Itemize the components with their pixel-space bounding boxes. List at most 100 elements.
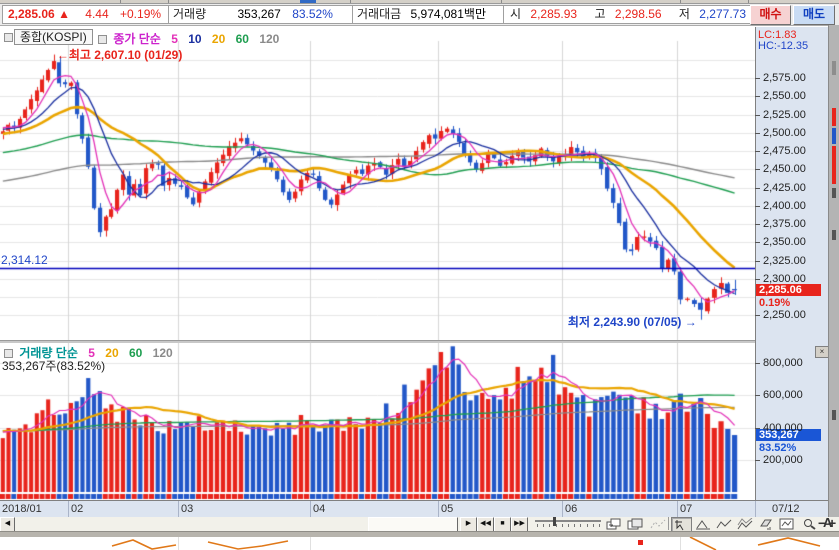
ma10-label: 10 — [188, 32, 202, 46]
high-value: 2,298.56 — [614, 7, 662, 21]
ma120-label: 120 — [259, 32, 280, 46]
cascade-window-icon[interactable] — [604, 517, 623, 531]
fragment-red — [832, 108, 836, 126]
volume-field: 거래량 353,267 83.52% — [168, 5, 356, 24]
highest-annotation: ←최고 2,607.10 (01/29) — [56, 48, 183, 62]
fragment-red — [832, 146, 836, 184]
zoom-in-button[interactable]: + — [828, 515, 837, 531]
last-volume-badge: 353,267 — [756, 429, 821, 442]
trade-value: 5,974,081백만 — [410, 7, 486, 21]
volume-sub-label: 353,267주(83.52%) — [2, 359, 106, 373]
low-label: 저 — [678, 7, 690, 21]
partial-lower-pane — [0, 537, 839, 550]
partial-orange-line-chart — [111, 537, 821, 550]
multi-line-tool-icon[interactable] — [735, 517, 754, 531]
vma60-label: 60 — [128, 346, 143, 360]
buy-button[interactable]: 매수 — [750, 5, 791, 25]
pattern-tool-disabled-icon[interactable] — [648, 517, 667, 531]
window-divider-strip — [0, 531, 839, 538]
legend-marker-icon — [4, 349, 13, 359]
rewind-button[interactable]: ◀◀ — [477, 517, 494, 532]
volume-legend-name: 거래량 단순 — [19, 346, 78, 360]
open-value: 2,285.93 — [530, 7, 578, 21]
chart-toolbar: ◀ ▶ ◀◀ ■ ▶▶ − + — [0, 515, 839, 533]
ma5-label: 5 — [171, 32, 178, 46]
zoom-out-button[interactable]: − — [818, 515, 827, 531]
date-axis-label: 04 — [313, 503, 326, 515]
open-high-low-field: 시 2,285.93 고 2,298.56 저 2,277.73 — [503, 5, 754, 24]
hc-value: HC:-12.35 — [758, 40, 809, 52]
volume-ma-legend: 거래량 단순 5 20 60 120 — [4, 344, 173, 361]
price-change: 4.44 — [85, 7, 109, 21]
price-axis-column — [755, 27, 829, 500]
date-axis-label: 07 — [680, 503, 693, 515]
overlay-window-icon[interactable] — [625, 517, 644, 531]
price-axis-label: 2,300.00 — [763, 272, 806, 285]
last-price-badge: 2,285.06 — [756, 283, 821, 296]
low-value: 2,277.73 — [699, 7, 747, 21]
sell-button[interactable]: 매도 — [793, 5, 835, 25]
price-axis-label: 2,250.00 — [763, 309, 806, 322]
zoom-tool-icon[interactable] — [800, 517, 819, 531]
price-axis-label: 2,325.00 — [763, 254, 806, 267]
trendline-tool-icon[interactable] — [693, 517, 712, 531]
legend-marker-icon — [98, 35, 107, 45]
volume-value: 353,267 — [237, 7, 281, 21]
tab-marker-icon — [4, 33, 13, 43]
vma120-label: 120 — [152, 346, 173, 360]
play-button[interactable]: ▶ — [460, 517, 477, 532]
price-axis-label: 2,450.00 — [763, 163, 806, 176]
date-axis: 2018/01 02 03 04 05 06 07 07/12 — [0, 500, 839, 518]
scrollbar-thumb[interactable] — [368, 517, 458, 532]
last-price-pct: 0.19% — [759, 296, 791, 309]
scroll-left-button[interactable]: ◀ — [0, 517, 15, 532]
lc-value: LC:1.83 — [758, 29, 797, 41]
price-axis-label: 2,525.00 — [763, 108, 806, 121]
volume-chart-canvas[interactable] — [0, 343, 755, 500]
price-axis-label: 2,550.00 — [763, 90, 806, 103]
volume-pct: 83.52% — [292, 7, 333, 21]
volume-axis-label: 600,000 — [763, 389, 803, 402]
stop-button[interactable]: ■ — [494, 517, 511, 532]
volume-axis-label: 200,000 — [763, 453, 803, 466]
ma20-label: 20 — [211, 32, 226, 46]
eraser-tool-icon[interactable] — [756, 517, 775, 531]
chart-image-tool-icon[interactable] — [777, 517, 796, 531]
date-axis-label: 05 — [441, 503, 454, 515]
volume-axis-label: 800,000 — [763, 357, 803, 369]
speed-slider-thumb[interactable] — [553, 517, 556, 526]
open-label: 시 — [510, 7, 522, 21]
price-change-pct: +0.19% — [120, 7, 162, 21]
close-icon[interactable]: × — [815, 346, 829, 358]
date-axis-label: 2018/01 — [2, 503, 42, 515]
price-chart-canvas[interactable] — [0, 27, 755, 340]
current-price-field: 2,285.06 ▲ 4.44 +0.19% — [2, 5, 173, 24]
date-axis-label: 03 — [181, 503, 194, 515]
ref-line-label: 2,314.12 — [1, 253, 48, 268]
trade-value-label: 거래대금 — [357, 7, 402, 21]
ma60-label: 60 — [235, 32, 249, 46]
window-top-sliver — [0, 0, 839, 4]
vma20-label: 20 — [105, 346, 119, 360]
price-pane-header — [4, 30, 16, 44]
price-legend-name: 종가 단순 — [113, 32, 161, 46]
date-axis-label: 06 — [565, 503, 578, 515]
lowest-annotation: 최저 2,243.90 (07/05) → — [567, 314, 697, 329]
text-tool-button[interactable]: A — [823, 515, 833, 530]
up-arrow-icon: ▲ — [58, 7, 70, 21]
last-volume-pct: 83.52% — [759, 442, 797, 455]
date-axis-label: 02 — [71, 503, 84, 515]
zigzag-line-tool-icon[interactable] — [714, 517, 733, 531]
price-axis-label: 2,375.00 — [763, 218, 806, 230]
tab-kospi[interactable]: 종합(KOSPI) — [14, 29, 93, 45]
price-ma-legend: 종가 단순 5 10 20 60 120 — [98, 30, 279, 47]
quote-info-bar: 2,285.06 ▲ 4.44 +0.19% 거래량 353,267 83.52… — [0, 4, 839, 27]
background-window-edge — [828, 25, 839, 517]
speed-slider-track[interactable] — [535, 520, 601, 522]
fast-forward-button[interactable]: ▶▶ — [511, 517, 528, 532]
top-sliver-highlight — [300, 0, 316, 3]
price-axis-label: 2,425.00 — [763, 181, 806, 194]
date-axis-end-label: 07/12 — [772, 503, 800, 515]
toolbar-separator — [668, 517, 669, 530]
